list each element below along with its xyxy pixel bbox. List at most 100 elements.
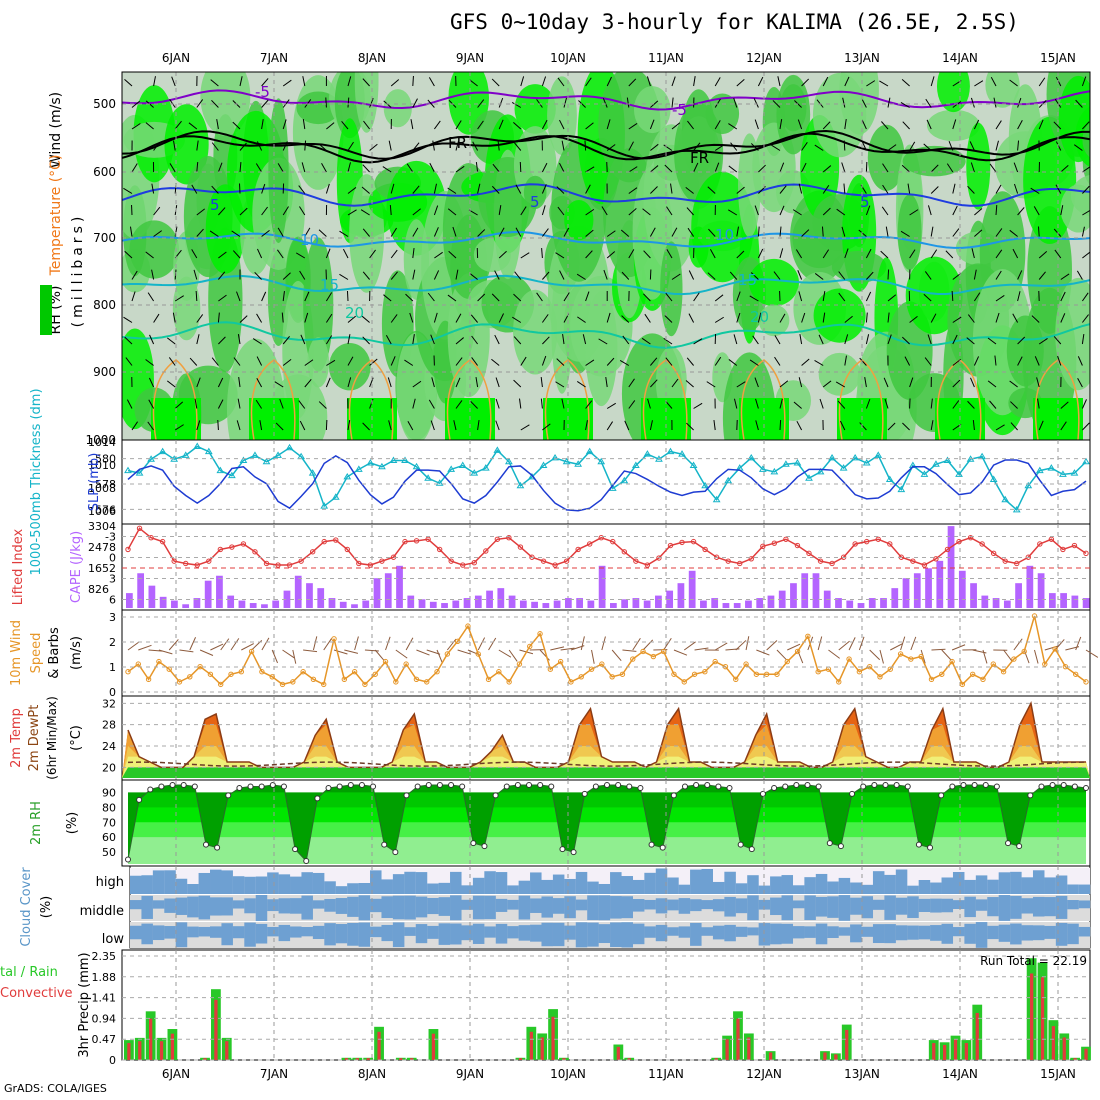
wind-barb bbox=[585, 184, 591, 194]
cloud-label: Cloud Cover bbox=[19, 867, 34, 947]
wind-barb bbox=[469, 272, 478, 280]
lifted-index-point bbox=[540, 558, 547, 564]
wind-barb bbox=[174, 295, 184, 302]
wind-barb bbox=[843, 140, 846, 151]
wind-barb bbox=[779, 248, 784, 259]
lifted-index-point bbox=[286, 562, 293, 568]
contour-label: 20 bbox=[750, 308, 769, 326]
wind10m-point bbox=[1011, 656, 1017, 662]
wind-barb bbox=[388, 420, 392, 431]
wind-barb bbox=[881, 206, 889, 216]
wind-barb bbox=[261, 206, 268, 216]
cloud-block bbox=[141, 875, 153, 894]
rh-point bbox=[1060, 781, 1067, 788]
wind-barb bbox=[842, 97, 846, 108]
wind-barb bbox=[282, 206, 289, 216]
cloud-block bbox=[290, 898, 302, 914]
thickness-point bbox=[1059, 470, 1067, 477]
wind-barb bbox=[390, 314, 398, 323]
wind-barb bbox=[536, 292, 543, 302]
wind10m-point bbox=[939, 671, 945, 677]
wind-barb bbox=[471, 357, 479, 366]
cloud-block bbox=[404, 871, 416, 894]
precip-conv-bar bbox=[964, 1043, 969, 1060]
cloud-block bbox=[484, 895, 496, 920]
rh-point bbox=[993, 783, 1000, 790]
cape-bar bbox=[227, 595, 235, 608]
rh-blob bbox=[129, 220, 180, 279]
wind-barb bbox=[557, 206, 565, 216]
y-tick-label: 580 bbox=[95, 453, 116, 466]
thickness-point bbox=[354, 465, 363, 472]
wind-barb bbox=[217, 312, 220, 323]
wind-barb bbox=[321, 163, 327, 173]
wind-barb bbox=[736, 291, 741, 302]
cloud-block bbox=[850, 897, 862, 915]
wind10m-point bbox=[908, 656, 914, 662]
rh-point bbox=[247, 783, 254, 790]
wind-barb bbox=[952, 316, 962, 323]
cloud-block bbox=[290, 926, 302, 938]
wind-barb bbox=[930, 226, 934, 237]
wind-barb bbox=[362, 78, 370, 87]
wind-barb bbox=[865, 291, 872, 302]
rh-point bbox=[125, 856, 131, 863]
precip-conv-bar bbox=[823, 1052, 827, 1060]
wind-barb bbox=[757, 312, 762, 323]
wind-barb bbox=[166, 380, 176, 388]
wind10m-point bbox=[877, 674, 883, 680]
wind-barb bbox=[646, 76, 651, 87]
cloud-block bbox=[518, 880, 531, 894]
pressure-tick: 1000 bbox=[85, 433, 116, 447]
rh-blob bbox=[839, 72, 879, 135]
cloud-block bbox=[244, 898, 256, 914]
cloud-block bbox=[541, 879, 553, 894]
surface-barb bbox=[622, 649, 637, 652]
wind-barb bbox=[256, 313, 263, 323]
rh-point bbox=[292, 846, 299, 853]
wind-barb bbox=[814, 360, 824, 366]
cloud-block bbox=[472, 923, 485, 944]
y-tick-label: -3 bbox=[105, 531, 116, 544]
wind-barb bbox=[995, 228, 1003, 237]
thickness-point bbox=[770, 467, 779, 475]
wind-barb bbox=[708, 228, 716, 237]
wind-barb bbox=[455, 400, 463, 409]
wind-barb bbox=[801, 162, 807, 173]
wind10m-point bbox=[897, 651, 904, 657]
wind10m-series bbox=[125, 610, 1099, 696]
temperature-contour bbox=[122, 132, 1090, 164]
wind-barb bbox=[325, 97, 327, 108]
wind-barb bbox=[758, 164, 766, 173]
wind-barb bbox=[601, 206, 608, 216]
wind-barb bbox=[688, 270, 695, 280]
wind-barb bbox=[282, 358, 292, 366]
wind-barb bbox=[619, 360, 630, 366]
wind-barb bbox=[924, 357, 932, 366]
wind10m-point bbox=[712, 658, 718, 665]
footer-credit: GrADS: COLA/IGES bbox=[4, 1082, 107, 1095]
temp-line bbox=[127, 701, 1086, 769]
wind-barb bbox=[433, 120, 441, 130]
cloud-block bbox=[690, 922, 702, 946]
thickness-point bbox=[343, 472, 352, 480]
wind-barb bbox=[295, 252, 306, 259]
wind-barb bbox=[974, 80, 984, 87]
cloud-block bbox=[758, 899, 771, 910]
rh-point bbox=[492, 792, 499, 799]
wind10m-point bbox=[496, 669, 502, 675]
wind-barb bbox=[325, 335, 333, 345]
wind-barb bbox=[1082, 166, 1090, 173]
wind-barb bbox=[131, 100, 141, 108]
precip-conv-bar bbox=[975, 1012, 979, 1060]
wind-barb bbox=[304, 140, 307, 151]
rh-point bbox=[336, 783, 343, 790]
wind-barb bbox=[153, 230, 163, 237]
cloud-block bbox=[861, 896, 874, 919]
precip-conv-bar bbox=[725, 1039, 729, 1060]
thickness-point bbox=[620, 476, 629, 484]
wind-tick: 0 bbox=[109, 686, 116, 699]
wind-barb bbox=[819, 398, 824, 409]
wind-barb bbox=[606, 312, 611, 323]
surface-barb bbox=[900, 636, 906, 651]
